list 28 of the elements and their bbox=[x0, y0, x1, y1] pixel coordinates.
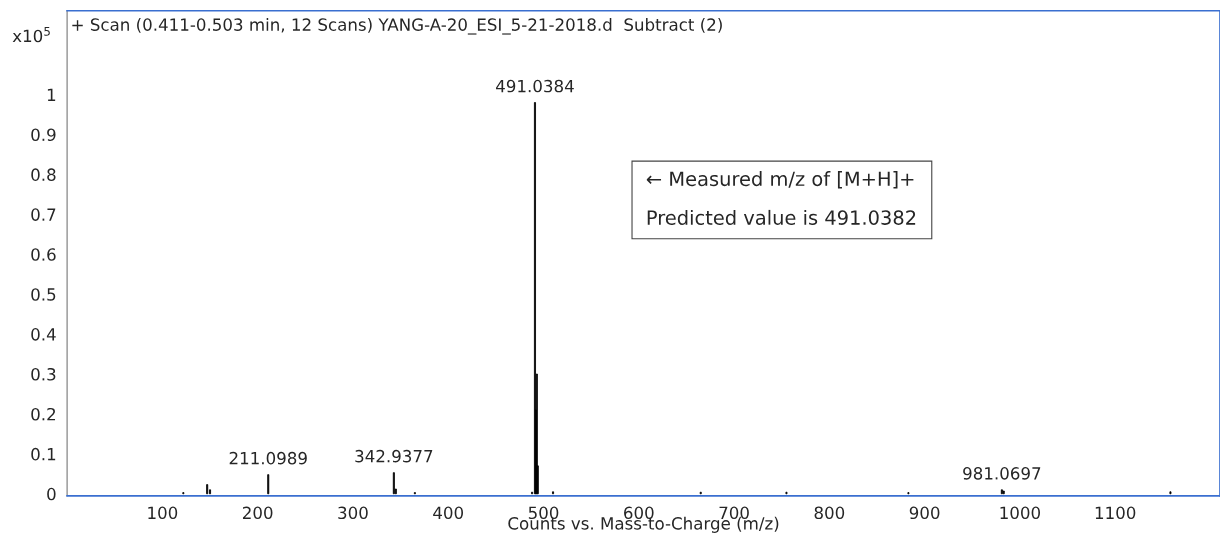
x-tick-label: 300 bbox=[338, 506, 368, 520]
x-tick-label: 200 bbox=[242, 506, 273, 520]
y-tick-label: 0 bbox=[47, 487, 56, 501]
annotation: 981.0697 bbox=[963, 467, 1041, 480]
chart-title: + Scan (0.411-0.503 min, 12 Scans) YANG-A-20_ESI_5-21-2018.d Subtract (2) bbox=[72, 18, 722, 35]
y-tick-label: 0.8 bbox=[31, 168, 56, 181]
y-tick-label: 0.4 bbox=[31, 328, 56, 341]
y-tick-label: 0.1 bbox=[31, 447, 56, 461]
x-tick-label: 900 bbox=[909, 506, 940, 520]
x-tick-label: 400 bbox=[433, 506, 464, 520]
annotation: 342.9377 bbox=[355, 449, 433, 463]
x-tick-label: 800 bbox=[814, 506, 845, 520]
x-tick-label: 100 bbox=[148, 506, 178, 520]
y-tick-label: 0.6 bbox=[31, 248, 56, 261]
x-tick-label: 500 bbox=[528, 506, 559, 520]
x-tick-label: 1000 bbox=[1000, 506, 1041, 520]
y-tick-label: 0.9 bbox=[31, 128, 56, 142]
x-tick-label: 1100 bbox=[1095, 506, 1136, 520]
y-axis-title: x10$^{5}$ bbox=[12, 27, 50, 43]
y-tick-label: 0.5 bbox=[31, 288, 56, 301]
annotation: ← Measured m/z of [M+H]+ bbox=[646, 171, 914, 189]
y-tick-label: 0.3 bbox=[31, 367, 56, 381]
annotation: 491.0384 bbox=[496, 79, 574, 93]
y-tick-label: 0.2 bbox=[31, 407, 56, 421]
annotation: 211.0989 bbox=[229, 451, 307, 465]
y-tick-label: 0.7 bbox=[31, 208, 56, 221]
annotation: Predicted value is 491.0382 bbox=[647, 209, 916, 225]
y-tick-label: 1 bbox=[47, 88, 56, 101]
